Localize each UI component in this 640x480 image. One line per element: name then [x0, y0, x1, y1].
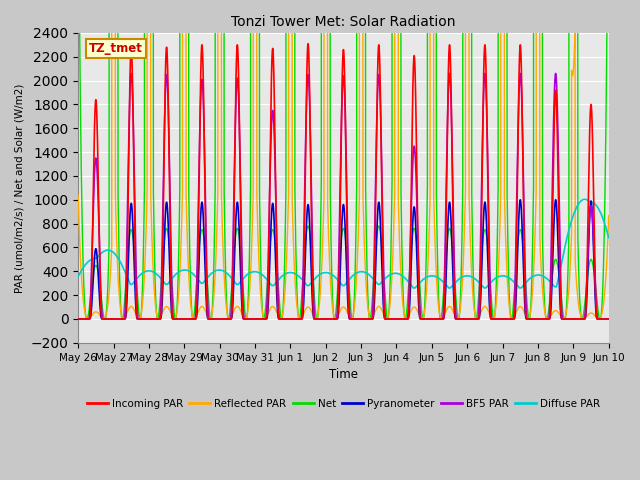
X-axis label: Time: Time	[329, 368, 358, 381]
Text: TZ_tmet: TZ_tmet	[89, 42, 143, 55]
Y-axis label: PAR (umol/m2/s) / Net and Solar (W/m2): PAR (umol/m2/s) / Net and Solar (W/m2)	[15, 83, 25, 293]
Legend: Incoming PAR, Reflected PAR, Net, Pyranometer, BF5 PAR, Diffuse PAR: Incoming PAR, Reflected PAR, Net, Pyrano…	[83, 395, 604, 413]
Title: Tonzi Tower Met: Solar Radiation: Tonzi Tower Met: Solar Radiation	[231, 15, 456, 29]
